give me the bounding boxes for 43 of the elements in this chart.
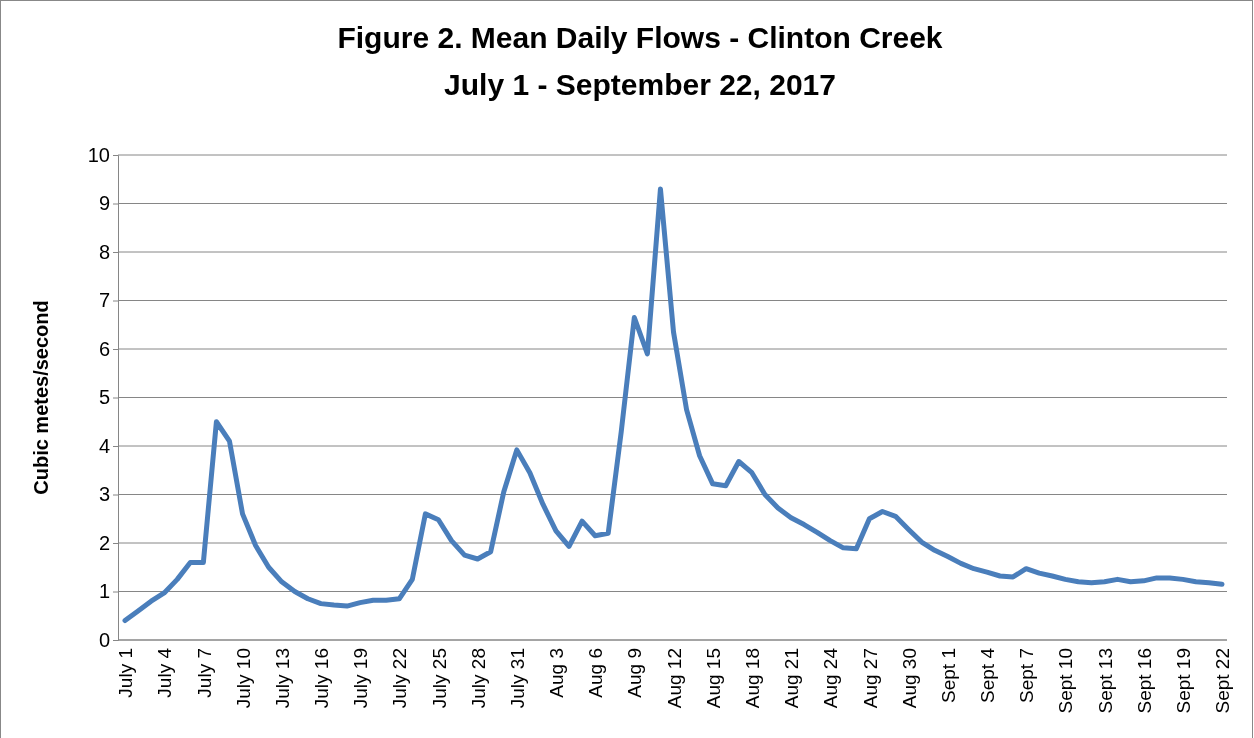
y-tick-label: 6 [98,337,110,360]
y-tick-label: 10 [87,143,110,166]
x-tick-label: Aug 24 [820,647,842,709]
x-tick-label: Aug 6 [585,648,607,698]
x-tick-label: July 22 [389,648,411,709]
x-tick-label: July 16 [311,648,333,709]
y-tick-label: 7 [98,289,110,312]
y-tick-label: 4 [98,434,110,457]
x-tick-label: July 28 [467,648,489,709]
x-tick-label: Sept 22 [1212,648,1234,714]
x-tick-label: July 13 [271,648,293,709]
x-tick-label: Aug 15 [702,648,724,709]
x-tick-label: Sept 7 [1016,648,1038,703]
x-tick-label: July 4 [154,647,176,698]
x-tick-label: Aug 27 [859,648,881,709]
chart-title: Figure 2. Mean Daily Flows - Clinton Creek [337,21,943,54]
x-tick-label: Sept 16 [1133,648,1155,714]
x-tick-label: Sept 13 [1094,648,1116,714]
y-tick-label: 2 [98,531,110,554]
x-tick-label: July 19 [350,648,372,709]
y-tick-label: 1 [98,580,110,603]
x-tick-label: Aug 30 [898,648,920,709]
x-tick-label: Aug 12 [663,648,685,709]
x-tick-label: Aug 21 [781,648,803,709]
x-tick-label: Sept 19 [1172,648,1194,714]
y-tick-label: 9 [98,192,110,215]
x-tick-label: Aug 18 [742,648,764,709]
chart-subtitle: July 1 - September 22, 2017 [444,68,836,101]
x-tick-label: July 10 [232,648,254,709]
x-tick-label: July 1 [115,648,137,698]
x-tick-label: Aug 9 [624,648,646,698]
y-tick-label: 3 [98,483,110,506]
x-tick-label: July 7 [193,648,215,698]
y-tick-label: 8 [98,240,110,263]
x-tick-label: Aug 3 [546,648,568,698]
x-tick-label: July 31 [506,648,528,709]
x-tick-label: July 25 [428,648,450,709]
x-tick-label: Sept 4 [977,647,999,703]
y-tick-label: 0 [98,628,110,651]
y-axis-title: Cubic metes/second [30,300,52,495]
x-tick-label: Sept 1 [937,648,959,703]
y-tick-label: 5 [98,386,110,409]
x-tick-label: Sept 10 [1055,648,1077,714]
